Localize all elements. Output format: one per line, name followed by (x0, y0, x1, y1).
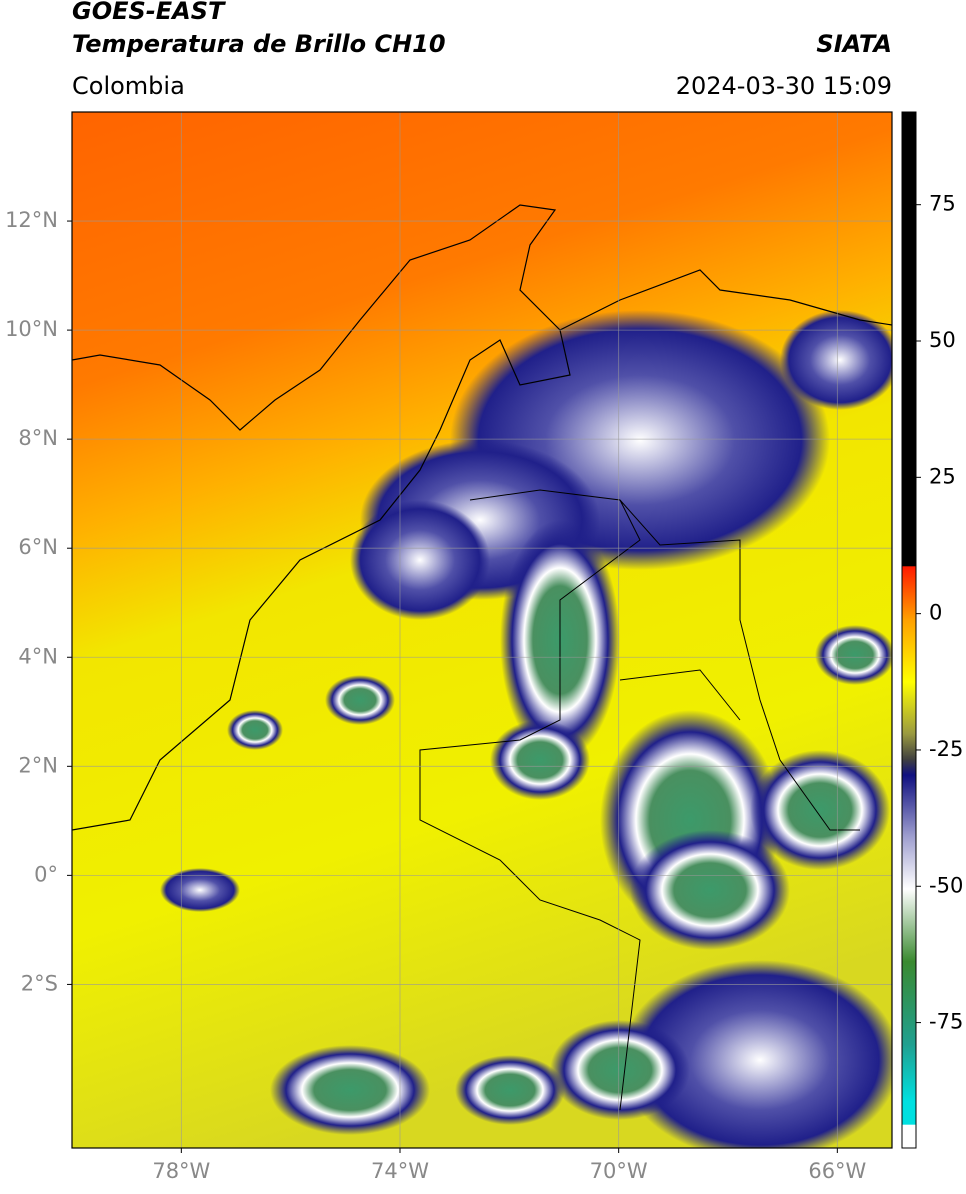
colorbar (901, 111, 917, 1149)
cloud (620, 960, 892, 1148)
colorbar-label: 0 (929, 601, 942, 625)
y-tick-label: 2°N (18, 753, 58, 777)
colorbar-label: 50 (929, 328, 956, 352)
y-tick-label: 6°N (18, 535, 58, 559)
y-tick-label: 0° (34, 862, 58, 886)
cloud (160, 868, 240, 912)
y-tick-label: 2°S (21, 971, 58, 995)
x-tick-label: 74°W (371, 1159, 429, 1183)
colorbar-label: 75 (929, 192, 956, 216)
region: Colombia (72, 72, 185, 100)
y-tick-label: 8°N (18, 426, 58, 450)
cloud (550, 1020, 690, 1120)
cloud (750, 750, 890, 870)
colorbar-label: -75 (929, 1010, 963, 1034)
map-frame (71, 111, 893, 1149)
colorbar-label: 25 (929, 464, 956, 488)
cloud (490, 720, 590, 800)
coastline (72, 204, 892, 831)
cloud (325, 675, 395, 725)
y-tick-label: 10°N (5, 317, 58, 341)
cloud (630, 830, 790, 950)
cloud (815, 625, 892, 685)
y-tick-label: 4°N (18, 644, 58, 668)
cloud (780, 310, 892, 410)
title: GOES-EAST (72, 0, 226, 25)
source: SIATA (816, 30, 892, 58)
colorbar-label: -50 (929, 873, 963, 897)
x-tick-label: 78°W (152, 1159, 210, 1183)
subtitle: Temperatura de Brillo CH10 (72, 30, 446, 58)
cloud (350, 500, 490, 620)
x-tick-label: 70°W (590, 1159, 648, 1183)
y-tick-label: 12°N (5, 208, 58, 232)
cloud (455, 1055, 565, 1125)
colorbar-label: -25 (929, 737, 963, 761)
border (419, 489, 860, 1111)
datetime: 2024-03-30 15:09 (676, 72, 892, 100)
cloud (270, 1045, 430, 1135)
satellite-image (72, 112, 892, 1148)
x-tick-label: 66°W (808, 1159, 866, 1183)
cloud (227, 710, 283, 750)
